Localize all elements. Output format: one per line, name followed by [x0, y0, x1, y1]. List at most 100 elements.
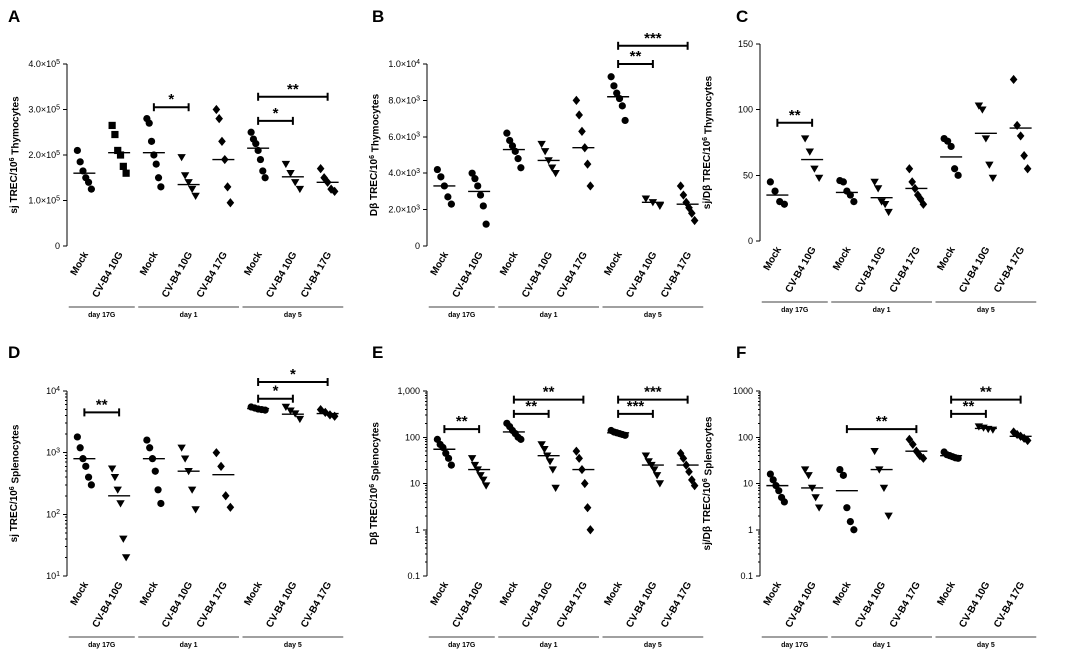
data-point: [586, 181, 595, 191]
data-point: [433, 165, 441, 174]
x-tick-label: CV-B4 17G: [555, 580, 590, 630]
x-tick-label: CV-B4 10G: [957, 245, 992, 295]
data-point: [226, 502, 235, 512]
data-point: [281, 160, 291, 169]
data-point: [1016, 131, 1025, 141]
data-point: [985, 161, 994, 169]
y-tick-label: 1: [415, 525, 420, 535]
x-tick-label: CV-B4 10G: [160, 250, 195, 300]
data-point: [610, 82, 618, 90]
data-point: [676, 181, 685, 191]
x-tick-label: CV-B4 10G: [264, 580, 299, 630]
group-label: day 5: [977, 642, 995, 649]
significance-label: *: [273, 105, 279, 122]
data-point: [690, 481, 699, 491]
data-point: [256, 155, 265, 164]
data-point: [836, 465, 844, 474]
x-tick-label: Mock: [138, 250, 161, 278]
data-point: [517, 435, 525, 443]
data-point: [187, 185, 197, 194]
significance-label: **: [789, 107, 801, 124]
y-tick-label: 1.0×105: [28, 195, 60, 205]
data-point: [76, 158, 84, 166]
data-point: [476, 191, 485, 199]
panel-label: C: [736, 7, 748, 26]
data-point: [187, 486, 197, 494]
x-tick-label: Mock: [762, 245, 785, 273]
x-tick-label: Mock: [935, 245, 958, 273]
data-point: [503, 129, 511, 137]
data-point: [107, 465, 117, 473]
data-point: [152, 160, 160, 168]
data-point: [879, 484, 889, 492]
data-point: [259, 167, 267, 175]
data-point: [482, 220, 490, 228]
x-tick-label: Mock: [498, 580, 521, 608]
x-tick-label: CV-B4 10G: [784, 245, 819, 295]
data-point: [1009, 427, 1018, 437]
data-point: [580, 478, 589, 489]
data-point: [548, 466, 558, 474]
y-tick-label: 150: [738, 39, 753, 49]
data-point: [84, 178, 93, 186]
significance-label: *: [290, 366, 296, 383]
y-tick-label: 103: [46, 448, 60, 458]
data-point: [316, 164, 325, 174]
y-tick-label: 101: [46, 571, 60, 581]
data-point: [944, 137, 952, 145]
x-tick-label: Mock: [935, 580, 958, 608]
data-point: [578, 126, 586, 136]
data-point: [82, 462, 90, 470]
y-tick-label: 0.1: [407, 571, 420, 581]
data-point: [217, 461, 225, 471]
data-point: [988, 174, 998, 182]
data-point: [974, 102, 984, 110]
data-point: [295, 415, 305, 424]
data-point: [447, 461, 455, 469]
data-point: [685, 467, 693, 477]
data-point: [839, 471, 847, 479]
data-point: [811, 494, 820, 502]
data-point: [122, 169, 130, 177]
data-point: [191, 506, 200, 514]
data-point: [468, 169, 476, 177]
group-label: day 17G: [88, 312, 116, 319]
data-point: [1009, 74, 1018, 85]
significance-label: **: [543, 384, 555, 401]
data-point: [180, 172, 190, 180]
data-point: [476, 472, 485, 480]
data-point: [119, 535, 128, 543]
panel-e: E 0.1 1 10 100 1,000 Dβ TREC/106 Splenocytes Mo…: [369, 343, 704, 649]
group-label: day 1: [873, 642, 891, 649]
group-label: day 1: [540, 642, 558, 649]
data-point: [108, 121, 116, 130]
data-point: [981, 135, 991, 143]
data-point: [180, 455, 190, 463]
data-point: [810, 165, 819, 173]
data-point: [73, 433, 81, 441]
data-point: [780, 498, 788, 506]
data-point: [146, 444, 154, 452]
y-tick-label: 100: [405, 432, 420, 442]
data-point: [644, 458, 653, 466]
y-axis-label: Dβ TREC/106 Splenocytes: [369, 422, 382, 545]
data-point: [572, 95, 581, 105]
data-point: [551, 484, 560, 492]
x-tick-label: CV-B4 10G: [624, 580, 659, 630]
y-tick-label: 104: [46, 386, 60, 396]
data-point: [281, 403, 291, 412]
significance-label: **: [96, 396, 108, 413]
data-point: [607, 73, 615, 81]
data-point: [295, 185, 305, 194]
data-point: [330, 411, 339, 421]
x-tick-label: CV-B4 17G: [299, 580, 334, 630]
data-point: [212, 448, 221, 458]
x-tick-label: CV-B4 10G: [784, 580, 819, 630]
x-tick-label: Mock: [602, 250, 625, 278]
data-point: [850, 526, 858, 534]
y-tick-label: 1000: [733, 386, 753, 396]
data-point: [481, 482, 491, 490]
data-point: [537, 140, 546, 149]
